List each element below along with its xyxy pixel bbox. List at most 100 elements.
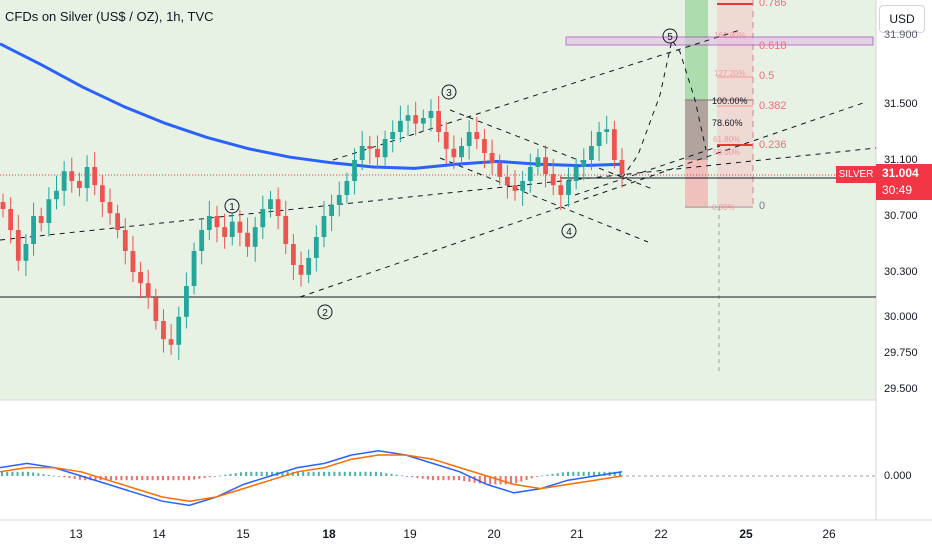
candle-body bbox=[206, 216, 212, 230]
candle-body bbox=[77, 181, 82, 188]
wave-label-1: 1 bbox=[224, 198, 240, 214]
candle-body bbox=[566, 181, 571, 195]
y-tick-top-partial: 31.900 bbox=[884, 29, 918, 41]
last-price-value: 31.004 bbox=[882, 166, 919, 180]
trendline-4 bbox=[449, 109, 656, 191]
macd-hist-bar bbox=[489, 476, 492, 485]
candle-body bbox=[214, 216, 220, 228]
wave-label-2: 2 bbox=[317, 304, 333, 320]
candle-body bbox=[466, 132, 472, 146]
macd-hist-bar bbox=[58, 476, 61, 477]
x-tick: 19 bbox=[403, 527, 417, 541]
candle-body bbox=[260, 209, 266, 228]
macd-hist-bar bbox=[141, 476, 144, 481]
wave-number: 1 bbox=[229, 202, 235, 213]
x-tick: 14 bbox=[152, 527, 166, 541]
candle-body bbox=[482, 139, 487, 153]
macd-hist-bar bbox=[224, 474, 227, 476]
candle-body bbox=[31, 216, 36, 244]
candle-body bbox=[46, 199, 52, 223]
wave-number: 3 bbox=[446, 88, 452, 99]
candle-body bbox=[92, 167, 98, 186]
candle-body bbox=[336, 195, 342, 205]
candle-body bbox=[527, 167, 533, 181]
macd-hist-bar bbox=[348, 471, 351, 476]
candle-body bbox=[306, 258, 312, 275]
projection-label: 161.80% bbox=[714, 31, 746, 40]
candle-body bbox=[451, 148, 457, 158]
candle-body bbox=[229, 221, 235, 237]
macd-hist-bar bbox=[380, 472, 383, 476]
fib-label-05: 0.5 bbox=[759, 70, 775, 82]
trendline-5 bbox=[439, 157, 649, 243]
macd-hist-bar bbox=[250, 471, 253, 476]
macd-hist-bar bbox=[483, 476, 486, 485]
retracement-red-zone bbox=[717, 0, 753, 208]
macd-hist-bar bbox=[478, 476, 481, 484]
macd-hist-bar bbox=[426, 476, 429, 480]
wave-number: 4 bbox=[566, 227, 572, 238]
macd-hist-bar bbox=[151, 476, 154, 481]
candle-body bbox=[252, 227, 258, 247]
macd-hist-bar bbox=[374, 471, 377, 476]
candle-body bbox=[184, 286, 189, 317]
candle-body bbox=[558, 185, 564, 195]
macd-hist-bar bbox=[115, 476, 118, 481]
macd-hist-bar bbox=[32, 472, 35, 476]
macd-hist-bar bbox=[297, 471, 300, 476]
macd-hist-bar bbox=[161, 476, 164, 481]
candle-body bbox=[382, 139, 388, 158]
candle-body bbox=[352, 160, 357, 181]
macd-hist-bar bbox=[203, 476, 206, 478]
macd-hist-bar bbox=[359, 471, 362, 476]
fib-0618-box[interactable] bbox=[565, 36, 874, 46]
macd-hist-bar bbox=[6, 471, 9, 476]
macd-hist-bar bbox=[525, 476, 528, 481]
macd-hist-bar bbox=[556, 473, 559, 476]
candle-body bbox=[535, 157, 541, 167]
macd-hist-bar bbox=[364, 471, 367, 476]
macd-hist-bar bbox=[265, 471, 268, 476]
candle-body bbox=[504, 176, 510, 186]
macd-hist-bar bbox=[1, 471, 3, 476]
candle-body bbox=[15, 230, 21, 261]
wave-projection-path bbox=[621, 38, 707, 179]
macd-hist-bar bbox=[333, 471, 336, 476]
candle-body bbox=[321, 216, 327, 237]
macd-hist-bar bbox=[52, 475, 55, 477]
macd-hist-bar bbox=[598, 471, 601, 476]
macd-hist-bar bbox=[369, 471, 372, 476]
macd-hist-bar bbox=[452, 476, 455, 481]
y-tick: 29.500 bbox=[884, 383, 918, 395]
macd-zero-label: 0.000 bbox=[884, 470, 912, 482]
macd-hist-bar bbox=[219, 475, 222, 477]
candle-body bbox=[283, 216, 289, 244]
macd-hist-bar bbox=[302, 471, 305, 476]
macd-hist-bar bbox=[260, 471, 263, 476]
fib-label-0618: 0.618 bbox=[759, 40, 787, 52]
candle-body bbox=[367, 146, 373, 149]
x-tick: 25 bbox=[739, 527, 753, 541]
macd-hist-bar bbox=[229, 473, 232, 476]
macd-hist-bar bbox=[494, 476, 497, 485]
macd-hist-bar bbox=[530, 476, 533, 479]
macd-hist-bar bbox=[582, 471, 585, 476]
fib-label-0382: 0.382 bbox=[759, 100, 787, 112]
macd-hist-bar bbox=[463, 476, 466, 482]
candle-body bbox=[275, 199, 281, 216]
wave-circle bbox=[224, 198, 240, 214]
macd-hist-bar bbox=[520, 476, 523, 482]
candle-body bbox=[359, 146, 365, 160]
y-tick: 31.100 bbox=[884, 154, 918, 166]
macd-hist-bar bbox=[535, 476, 538, 477]
macd-hist-bar bbox=[421, 476, 424, 479]
projection-label: 100.00% bbox=[712, 96, 748, 106]
currency-button[interactable]: USD bbox=[879, 5, 925, 33]
macd-hist-bar bbox=[136, 476, 139, 481]
macd-hist-bar bbox=[177, 476, 180, 481]
candle-body bbox=[99, 185, 105, 202]
candle-body bbox=[138, 272, 143, 284]
candle-body bbox=[145, 283, 151, 298]
candle-body bbox=[107, 202, 113, 214]
